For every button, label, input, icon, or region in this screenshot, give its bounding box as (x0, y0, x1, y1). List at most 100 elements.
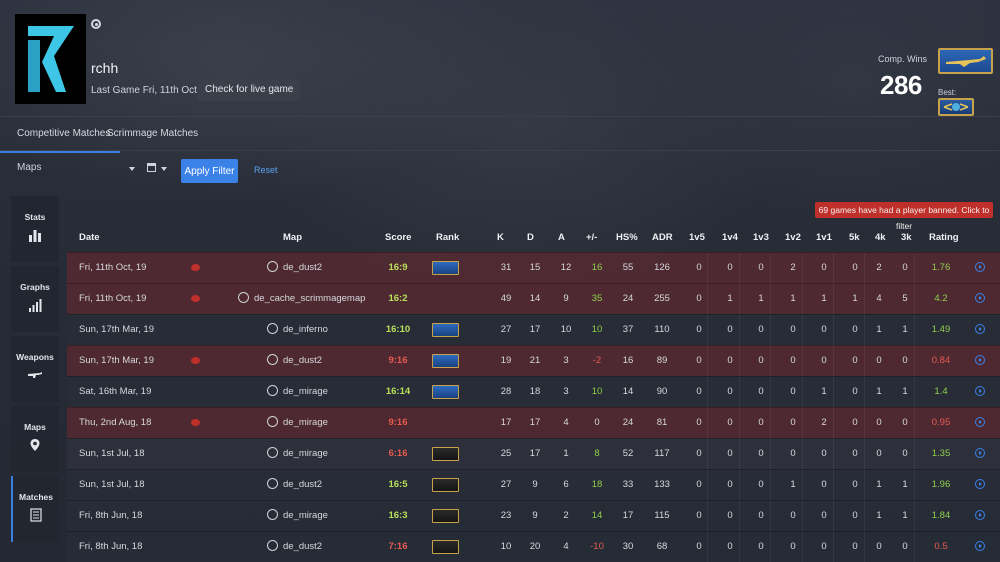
column-header-map[interactable]: Map (283, 232, 302, 243)
column-header-rating[interactable]: Rating (929, 232, 959, 243)
match-rating: 1.76 (931, 262, 951, 273)
column-header-rank[interactable]: Rank (436, 232, 460, 243)
expand-match-icon[interactable] (975, 324, 985, 334)
column-header-k[interactable]: K (497, 232, 504, 243)
column-header-1v4[interactable]: 1v4 (722, 232, 738, 243)
map-pin-icon (30, 439, 40, 451)
column-header-1v1[interactable]: 1v1 (816, 232, 832, 243)
stat-v2: 0 (790, 417, 796, 428)
match-date: Fri, 8th Jun, 18 (79, 541, 143, 552)
match-date: Sun, 1st Jul, 18 (79, 448, 145, 459)
table-row[interactable]: Sun, 1st Jul, 18 de_dust2 16:5 27 9 6 18 33 133 0… (67, 469, 1000, 501)
maps-dropdown[interactable]: Maps (17, 162, 137, 178)
expand-match-icon[interactable] (975, 262, 985, 272)
stat-k: 31 (500, 262, 512, 273)
stat-k4: 1 (876, 386, 882, 397)
vac-ban-icon (191, 295, 200, 302)
column-header--[interactable]: +/- (586, 232, 598, 243)
chevron-down-icon[interactable] (161, 167, 167, 171)
sidebar-item-label: Matches (18, 492, 53, 502)
sidebar-item-matches[interactable]: Matches (11, 476, 59, 542)
column-divider (707, 408, 708, 439)
match-date: Fri, 11th Oct, 19 (79, 262, 147, 273)
sidebar-item-stats[interactable]: Stats (11, 196, 59, 262)
check-live-game-button[interactable]: Check for live game (198, 79, 301, 101)
map-name: de_mirage (283, 448, 328, 459)
stat-v3: 0 (758, 386, 764, 397)
reset-link[interactable]: Reset (254, 165, 278, 175)
column-header-d[interactable]: D (527, 232, 534, 243)
table-row[interactable]: Fri, 8th Jun, 18 de_dust2 7:16 10 20 4 -10 30 68… (67, 531, 1000, 562)
stat-pm: 16 (591, 262, 603, 273)
column-divider (739, 532, 740, 562)
match-rating: 1.49 (931, 324, 951, 335)
steam-icon[interactable] (91, 19, 101, 29)
stat-k: 10 (500, 541, 512, 552)
expand-match-icon[interactable] (975, 293, 985, 303)
expand-match-icon[interactable] (975, 541, 985, 551)
sidebar-item-weapons[interactable]: Weapons (11, 336, 59, 402)
banned-games-notice[interactable]: 69 games have had a player banned. Click… (815, 202, 993, 231)
bar-chart-icon (29, 230, 41, 242)
sidebar-item-graphs[interactable]: Graphs (11, 266, 59, 332)
table-row[interactable]: Fri, 11th Oct, 19 de_cache_scrimmagemap 16… (67, 283, 1000, 315)
column-divider (739, 315, 740, 346)
stat-v2: 0 (790, 448, 796, 459)
current-rank-icon (938, 48, 993, 74)
column-divider (739, 253, 740, 284)
column-header-hs-[interactable]: HS% (616, 232, 638, 243)
chevron-down-icon (129, 167, 135, 171)
stat-pm: 18 (591, 479, 603, 490)
stat-v1: 0 (821, 541, 827, 552)
expand-match-icon[interactable] (975, 417, 985, 427)
stat-v5: 0 (696, 448, 702, 459)
column-divider (833, 408, 834, 439)
expand-match-icon[interactable] (975, 510, 985, 520)
column-header-score[interactable]: Score (385, 232, 412, 243)
stat-v1: 2 (821, 417, 827, 428)
column-divider (864, 346, 865, 377)
mirage-icon (267, 385, 278, 396)
column-divider (914, 377, 915, 408)
match-rating: 1.4 (934, 386, 948, 397)
stat-v2: 1 (790, 479, 796, 490)
table-row[interactable]: Sun, 1st Jul, 18 de_mirage 6:16 25 17 1 8 52 117… (67, 438, 1000, 470)
sidebar-item-maps[interactable]: Maps (11, 406, 59, 472)
dust2-icon (267, 261, 278, 272)
expand-match-icon[interactable] (975, 386, 985, 396)
table-row[interactable]: Sun, 17th Mar, 19 de_inferno 16:10 27 17 10 10… (67, 314, 1000, 346)
table-row[interactable]: Sat, 16th Mar, 19 de_mirage 16:14 28 18 3 10 14… (67, 376, 1000, 408)
table-row[interactable]: Fri, 8th Jun, 18 de_mirage 16:3 23 9 2 14 17 115… (67, 500, 1000, 532)
column-header-5k[interactable]: 5k (849, 232, 860, 243)
column-header-adr[interactable]: ADR (652, 232, 673, 243)
column-header-4k[interactable]: 4k (875, 232, 886, 243)
column-header-1v5[interactable]: 1v5 (689, 232, 705, 243)
expand-match-icon[interactable] (975, 479, 985, 489)
expand-match-icon[interactable] (975, 448, 985, 458)
calendar-icon[interactable] (147, 163, 156, 172)
match-rating: 1.96 (931, 479, 951, 490)
table-row[interactable]: Sun, 17th Mar, 19 de_dust2 9:16 19 21 3 -2 16 89… (67, 345, 1000, 377)
apply-filter-button[interactable]: Apply Filter (181, 159, 238, 183)
column-divider (739, 439, 740, 470)
rifle-icon (28, 372, 42, 378)
stat-adr: 255 (654, 293, 670, 304)
match-rating: 1.35 (931, 448, 951, 459)
stat-v4: 0 (727, 448, 733, 459)
stat-v5: 0 (696, 479, 702, 490)
column-header-3k[interactable]: 3k (901, 232, 912, 243)
column-header-a[interactable]: A (558, 232, 565, 243)
table-row[interactable]: Fri, 11th Oct, 19 de_dust2 16:9 31 15 12 16 55 1… (67, 252, 1000, 284)
stat-hs: 14 (622, 386, 634, 397)
expand-match-icon[interactable] (975, 355, 985, 365)
table-row[interactable]: Thu, 2nd Aug, 18 de_mirage 9:16 17 17 4 0 24 81 0… (67, 407, 1000, 439)
column-header-1v2[interactable]: 1v2 (785, 232, 801, 243)
tab-scrimmage-matches[interactable]: Scrimmage Matches (107, 128, 199, 139)
column-header-date[interactable]: Date (79, 232, 100, 243)
column-header-1v3[interactable]: 1v3 (753, 232, 769, 243)
mirage-icon (267, 447, 278, 458)
stat-v3: 0 (758, 262, 764, 273)
map-name: de_inferno (283, 324, 328, 335)
stat-k3: 0 (902, 262, 908, 273)
tab-competitive-matches[interactable]: Competitive Matches (0, 117, 121, 153)
